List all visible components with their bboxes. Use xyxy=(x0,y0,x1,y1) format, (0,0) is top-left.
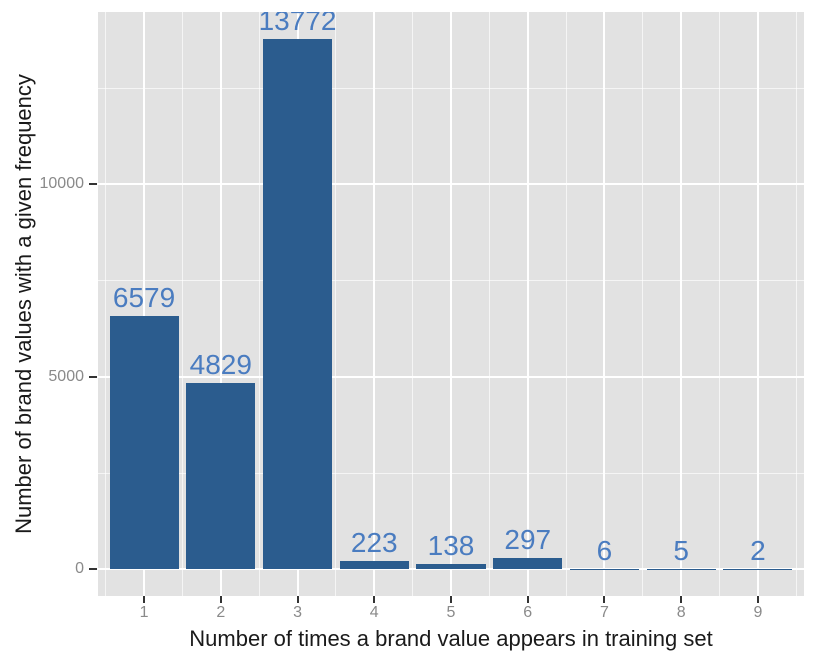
x-tick-mark xyxy=(296,596,299,603)
v-gridline-major xyxy=(680,12,683,596)
v-gridline-major xyxy=(756,12,759,596)
y-tick-label: 10000 xyxy=(39,174,85,192)
v-gridline-major xyxy=(450,12,452,596)
v-gridline-minor xyxy=(565,12,567,596)
bar xyxy=(569,568,639,570)
bar-value-label: 223 xyxy=(350,526,398,558)
x-tick-mark xyxy=(756,596,759,603)
x-tick-mark xyxy=(680,596,683,603)
x-tick-label: 9 xyxy=(753,604,763,621)
x-tick-mark xyxy=(373,596,376,603)
bar xyxy=(416,564,486,570)
bar xyxy=(493,558,563,570)
bar xyxy=(723,568,793,570)
bar-value-label: 6579 xyxy=(112,281,176,313)
bar xyxy=(109,315,179,570)
v-gridline-minor xyxy=(719,12,721,596)
v-gridline-minor xyxy=(181,12,183,596)
y-tick-label: 5000 xyxy=(48,367,84,385)
x-tick-label: 8 xyxy=(676,604,686,621)
x-tick-mark xyxy=(219,596,222,603)
v-gridline-major xyxy=(219,12,222,596)
bar-value-label: 5 xyxy=(673,534,689,566)
x-tick-mark xyxy=(526,596,529,603)
bar-value-label: 4829 xyxy=(189,349,252,381)
x-tick-label: 1 xyxy=(139,604,149,621)
x-tick-mark xyxy=(603,596,606,603)
v-gridline-minor xyxy=(105,12,107,596)
v-gridline-minor xyxy=(795,12,797,596)
v-gridline-minor xyxy=(335,12,337,596)
x-axis-title: Number of times a brand value appears in… xyxy=(189,626,713,651)
x-tick-label: 5 xyxy=(446,604,456,621)
x-tick-label: 7 xyxy=(600,604,609,621)
x-tick-mark xyxy=(450,596,452,603)
y-tick-mark xyxy=(89,182,97,185)
v-gridline-minor xyxy=(488,12,490,596)
v-gridline-minor xyxy=(412,12,414,596)
bar-value-label: 6 xyxy=(596,534,613,566)
x-tick-label: 3 xyxy=(293,604,302,621)
bar xyxy=(339,560,409,570)
y-tick-label: 0 xyxy=(75,560,84,578)
bar-value-label: 2 xyxy=(750,534,766,566)
bar-value-label: 138 xyxy=(427,530,475,562)
bar xyxy=(186,383,256,570)
y-tick-mark xyxy=(89,568,97,571)
x-tick-label: 2 xyxy=(216,604,226,621)
bar-value-label: 297 xyxy=(504,524,552,556)
x-tick-label: 4 xyxy=(369,604,379,621)
v-gridline-minor xyxy=(258,12,260,596)
v-gridline-minor xyxy=(642,12,644,596)
x-tick-label: 6 xyxy=(523,604,533,621)
v-gridline-major xyxy=(526,12,529,596)
v-gridline-major xyxy=(603,12,606,596)
bar-value-label: 13772 xyxy=(258,12,337,36)
y-tick-mark xyxy=(89,375,97,378)
x-tick-mark xyxy=(143,596,146,603)
v-gridline-major xyxy=(373,12,376,596)
plot-panel: 6579 4829 13772 223 138 297 6 5 2 xyxy=(98,12,804,596)
y-axis-title: Number of brand values with a given freq… xyxy=(11,74,36,534)
v-gridline-major xyxy=(143,12,146,596)
bar xyxy=(646,568,716,570)
bar xyxy=(262,38,333,570)
